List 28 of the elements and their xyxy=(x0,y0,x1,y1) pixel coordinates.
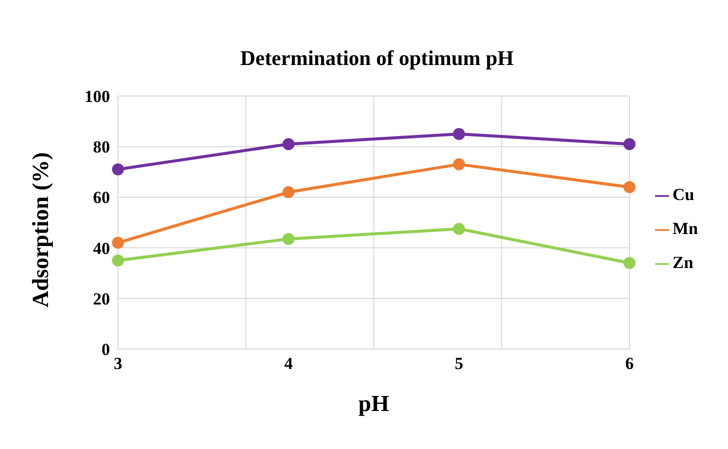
point xyxy=(624,138,636,150)
y-tick-label: 20 xyxy=(93,289,110,308)
point xyxy=(624,256,636,269)
y-tick-label: 0 xyxy=(102,340,110,360)
point xyxy=(282,138,294,150)
x-tick-label: 6 xyxy=(625,354,634,374)
y-tick-label: 60 xyxy=(93,188,110,208)
point xyxy=(453,128,465,140)
point xyxy=(112,163,124,176)
point xyxy=(282,186,294,198)
x-axis-title: pH xyxy=(358,391,390,416)
point xyxy=(624,181,636,194)
legend-label: Mn xyxy=(672,218,698,238)
legend-label: Zn xyxy=(672,252,694,272)
y-tick-label: 40 xyxy=(93,238,110,258)
point xyxy=(453,222,465,235)
point xyxy=(453,158,465,170)
x-tick-label: 4 xyxy=(284,354,294,374)
y-tick-label: 100 xyxy=(84,87,110,106)
chart-title: Determination of optimum pH xyxy=(239,46,515,71)
point xyxy=(282,232,294,245)
x-tick-label: 5 xyxy=(454,354,464,374)
y-tick-label: 80 xyxy=(93,138,110,157)
point xyxy=(112,254,124,266)
point xyxy=(112,236,124,249)
y-axis-title: Adsorption (%) xyxy=(28,152,54,308)
x-tick-label: 3 xyxy=(114,354,122,374)
legend-label: Cu xyxy=(672,184,694,204)
